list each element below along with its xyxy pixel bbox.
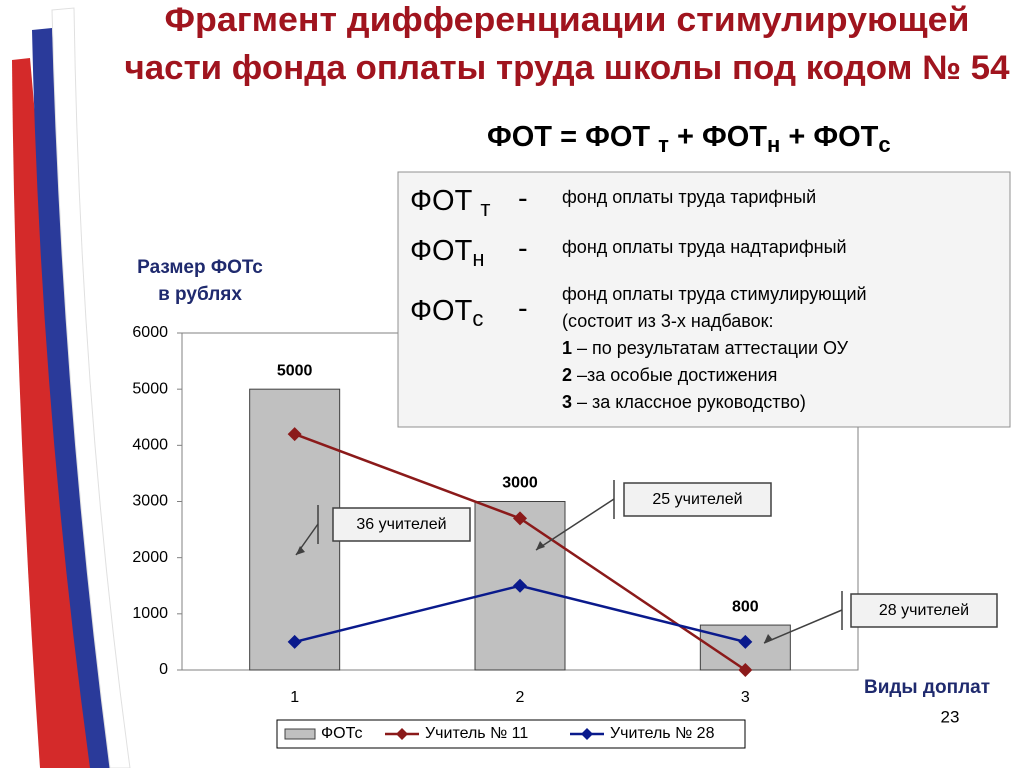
line-marker: [738, 634, 753, 649]
x-axis-label: Виды доплат: [864, 677, 990, 698]
definition-text: фонд оплаты труда тарифный: [562, 187, 816, 207]
line-marker: [513, 511, 527, 526]
title-line: Фрагмент дифференциации стимулирующей: [165, 1, 970, 39]
definition-term-sub: с: [472, 306, 483, 331]
formula-subscript: с: [878, 132, 890, 157]
title-line: части фонда оплаты труда школы под кодом…: [125, 49, 1010, 87]
y-tick-label: 3000: [132, 493, 168, 510]
definition-term: ФОТ т: [410, 185, 490, 221]
y-axis-label: Размер ФОТс: [137, 257, 263, 278]
x-tick-label: 2: [516, 689, 525, 706]
bar-value-label: 800: [732, 598, 759, 615]
legend-label: Учитель № 11: [425, 725, 528, 742]
y-tick-label: 0: [159, 661, 168, 678]
definition-item-number: 2: [562, 365, 572, 385]
definition-item-text: – по результатам аттестации ОУ: [572, 338, 849, 358]
definition-dash: -: [518, 233, 528, 265]
callout-arrowhead: [536, 541, 545, 550]
legend-label: ФОТс: [321, 725, 362, 742]
definition-term-main: ФОТ: [410, 295, 473, 327]
y-tick-label: 4000: [132, 437, 168, 454]
callout-text: 36 учителей: [356, 516, 446, 533]
definition-term-main: ФОТ: [410, 235, 473, 267]
legend-box: [276, 719, 746, 749]
definition-term-main: ФОТ: [410, 185, 480, 217]
legend-label: Учитель № 28: [610, 725, 715, 742]
definition-item: 2 –за особые достижения: [562, 365, 777, 385]
legend-marker: [581, 728, 593, 740]
callout-arrow: [763, 609, 843, 644]
definition-dash: -: [518, 183, 528, 215]
callout-box: [623, 482, 772, 517]
definition-text: (состоит из 3-х надбавок:: [562, 311, 773, 331]
bar-value-label: 3000: [502, 475, 538, 492]
definition-item-number: 3: [562, 392, 572, 412]
callout-text: 28 учителей: [879, 602, 969, 619]
bar-value-label: 5000: [277, 362, 313, 379]
page-number: 23: [941, 707, 960, 726]
callout-text: 25 учителей: [652, 491, 742, 508]
definition-box: [397, 171, 1011, 428]
definition-term: ФОТн: [410, 235, 484, 271]
callout-box: [850, 593, 998, 628]
definition-item-text: – за классное руководство): [572, 392, 806, 412]
definition-item-text: –за особые достижения: [572, 365, 777, 385]
formula-part: + ФОТ: [780, 121, 878, 153]
formula-part: + ФОТ: [669, 121, 767, 153]
formula: ФОТ = ФОТ т + ФОТн + ФОТс: [487, 121, 891, 157]
y-tick-label: 2000: [132, 549, 168, 566]
legend-swatch: [284, 728, 316, 740]
y-tick-label: 5000: [132, 380, 168, 397]
definition-item: 3 – за классное руководство): [562, 392, 806, 412]
x-tick-label: 3: [741, 689, 750, 706]
flag-stripe-white: [51, 7, 131, 768]
callout-box: [332, 507, 471, 542]
formula-subscript: н: [767, 132, 780, 157]
line-marker: [287, 634, 302, 649]
definition-term-sub: т: [480, 196, 490, 221]
definition-term: ФОТс: [410, 295, 483, 331]
y-axis-label: в рублях: [158, 284, 242, 305]
definition-term-sub: н: [472, 246, 484, 271]
definition-text: фонд оплаты труда стимулирующий: [562, 284, 867, 304]
y-tick-label: 1000: [132, 605, 168, 622]
definition-item: 1 – по результатам аттестации ОУ: [562, 338, 849, 358]
line-marker: [513, 578, 527, 593]
formula-subscript: т: [658, 132, 669, 157]
y-tick-label: 6000: [132, 324, 168, 341]
definition-dash: -: [518, 293, 528, 325]
legend-marker: [396, 728, 408, 740]
formula-part: ФОТ = ФОТ: [487, 121, 658, 153]
callout-arrow: [535, 498, 615, 551]
definition-text: фонд оплаты труда надтарифный: [562, 237, 847, 257]
callout-arrowhead: [296, 546, 305, 555]
line-marker: [738, 663, 753, 677]
definition-item-number: 1: [562, 338, 572, 358]
x-tick-label: 1: [290, 689, 299, 706]
line-marker: [287, 427, 302, 442]
callout-arrowhead: [764, 634, 773, 643]
